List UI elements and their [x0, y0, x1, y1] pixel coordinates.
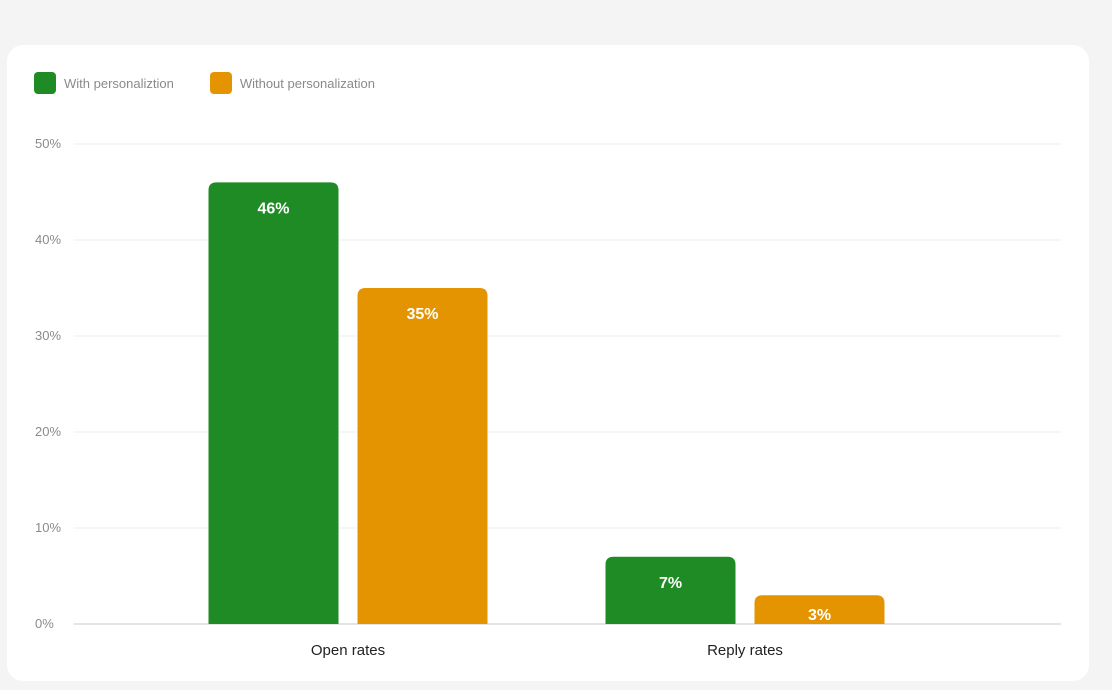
legend-label: With personaliztion	[64, 75, 174, 91]
y-tick-label: 30%	[35, 328, 61, 343]
bar-chart: 0% 10% 20% 30% 40% 50% 46% 35% Open rates 7% 3% Rep…	[35, 136, 1061, 659]
legend-swatch-green	[34, 72, 56, 94]
legend-item-with-personalization: With personaliztion	[34, 72, 174, 94]
legend: With personaliztion Without personalizat…	[34, 72, 411, 94]
y-tick-label: 20%	[35, 424, 61, 439]
legend-swatch-orange	[209, 72, 232, 94]
x-category-label: Open rates	[311, 642, 385, 659]
bar-value-label: 46%	[257, 200, 289, 217]
bar	[208, 182, 339, 624]
bar-value-label: 7%	[659, 575, 682, 592]
bar-value-label: 3%	[808, 607, 831, 624]
bar	[357, 288, 488, 624]
y-tick-label: 0%	[35, 616, 54, 631]
x-category-label: Reply rates	[707, 642, 783, 659]
bar-value-label: 35%	[406, 306, 438, 323]
chart-card: With personaliztion Without personalizat…	[7, 45, 1089, 681]
y-tick-label: 10%	[35, 520, 61, 535]
bar	[605, 556, 736, 624]
y-tick-label: 40%	[35, 232, 61, 247]
legend-label: Without personalization	[239, 75, 375, 91]
legend-item-without-personalization: Without personalization	[209, 72, 375, 94]
y-tick-label: 50%	[35, 136, 61, 151]
bar	[754, 595, 885, 624]
